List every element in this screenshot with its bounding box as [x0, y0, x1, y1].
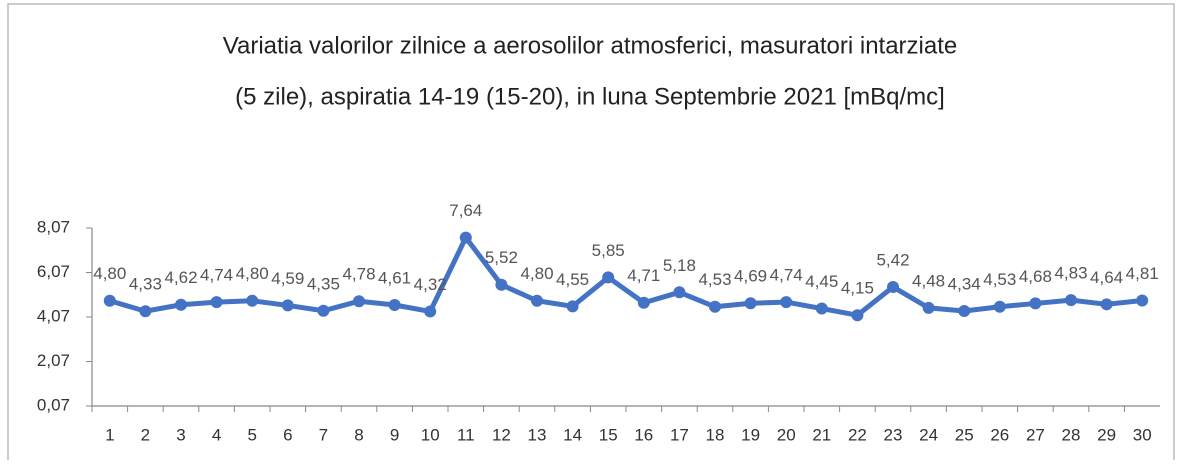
point [1136, 294, 1149, 307]
x-tick-label: 4 [212, 425, 221, 444]
data-label: 5,85 [592, 241, 625, 260]
point [281, 299, 294, 312]
x-tick-label: 28 [1062, 425, 1081, 444]
data-label: 5,42 [876, 250, 909, 269]
point [958, 304, 971, 317]
x-tick-label: 20 [777, 425, 796, 444]
data-label: 4,69 [734, 267, 767, 286]
data-label: 4,74 [200, 266, 233, 285]
y-tick-label: 8,07 [37, 217, 70, 236]
point [851, 309, 864, 322]
x-tick-label: 26 [990, 425, 1009, 444]
data-label: 4,80 [236, 264, 269, 283]
point [993, 300, 1006, 313]
point [246, 294, 259, 307]
y-tick-label: 0,07 [37, 395, 70, 414]
x-tick-label: 6 [283, 425, 292, 444]
data-label: 5,52 [485, 248, 518, 267]
point [210, 296, 223, 309]
chart-title: Variatia valorilor zilnice a aerosolilor… [223, 32, 958, 59]
x-tick-label: 30 [1133, 425, 1152, 444]
point [637, 296, 650, 309]
x-tick-label: 1 [105, 425, 114, 444]
x-tick-label: 25 [955, 425, 974, 444]
data-label: 4,74 [770, 266, 803, 285]
point [709, 300, 721, 313]
data-label: 5,18 [663, 256, 696, 275]
point [815, 302, 828, 315]
x-tick-label: 13 [528, 425, 547, 444]
x-tick-label: 11 [457, 425, 475, 444]
point [531, 294, 543, 307]
x-tick-label: 15 [599, 425, 618, 444]
x-tick-label: 29 [1097, 425, 1116, 444]
data-label: 4,68 [1019, 267, 1052, 286]
data-label: 4,64 [1090, 268, 1123, 287]
y-tick-label: 4,07 [37, 306, 70, 325]
data-label: 4,53 [698, 270, 731, 289]
point [1065, 294, 1077, 307]
data-label: 4,15 [841, 279, 874, 298]
point [673, 286, 686, 299]
data-label: 4,83 [1054, 264, 1087, 283]
point [780, 296, 793, 309]
y-tick-label: 6,07 [37, 262, 70, 281]
x-tick-label: 12 [492, 425, 511, 444]
data-label: 4,61 [378, 268, 411, 287]
point [922, 301, 935, 314]
point [139, 305, 152, 318]
data-label: 4,62 [164, 268, 197, 287]
x-tick-label: 21 [812, 425, 831, 444]
point [388, 298, 401, 311]
point [353, 295, 365, 308]
data-label: 4,35 [307, 274, 340, 293]
data-label: 4,71 [627, 266, 660, 285]
x-tick-label: 2 [141, 425, 150, 444]
data-label: 4,53 [983, 270, 1016, 289]
data-label: 4,48 [912, 271, 945, 290]
point [744, 297, 757, 310]
data-label: 4,55 [556, 270, 589, 289]
point [459, 231, 472, 244]
point [175, 298, 187, 311]
point [424, 305, 437, 318]
chart-title: (5 zile), aspiratia 14-19 (15-20), in lu… [235, 83, 945, 110]
data-label: 4,32 [414, 275, 447, 294]
x-tick-label: 19 [741, 425, 760, 444]
x-tick-label: 3 [176, 425, 185, 444]
point [495, 278, 508, 291]
y-tick-label: 2,07 [37, 351, 70, 370]
data-label: 4,78 [342, 265, 375, 284]
data-label: 4,80 [93, 264, 126, 283]
x-tick-label: 17 [670, 425, 689, 444]
x-tick-label: 10 [421, 425, 440, 444]
point [887, 280, 899, 293]
point [602, 271, 615, 284]
x-tick-label: 23 [884, 425, 903, 444]
chart-frame [7, 3, 1175, 465]
x-tick-label: 24 [919, 425, 938, 444]
point [103, 294, 116, 307]
x-tick-label: 27 [1026, 425, 1045, 444]
data-label: 4,45 [805, 272, 838, 291]
point [1100, 298, 1113, 311]
x-tick-label: 18 [706, 425, 725, 444]
data-label: 4,81 [1126, 264, 1159, 283]
x-tick-label: 5 [247, 425, 256, 444]
data-label: 7,64 [449, 201, 482, 220]
x-tick-label: 7 [319, 425, 328, 444]
x-tick-label: 14 [563, 425, 582, 444]
data-label: 4,80 [520, 264, 553, 283]
x-tick-label: 9 [390, 425, 399, 444]
x-tick-label: 16 [634, 425, 653, 444]
x-tick-label: 22 [848, 425, 867, 444]
point [566, 300, 579, 313]
data-label: 4,34 [948, 274, 981, 293]
point [317, 304, 330, 317]
x-tick-label: 8 [354, 425, 363, 444]
data-label: 4,33 [129, 275, 162, 294]
data-label: 4,59 [271, 269, 304, 288]
point [1029, 297, 1042, 310]
